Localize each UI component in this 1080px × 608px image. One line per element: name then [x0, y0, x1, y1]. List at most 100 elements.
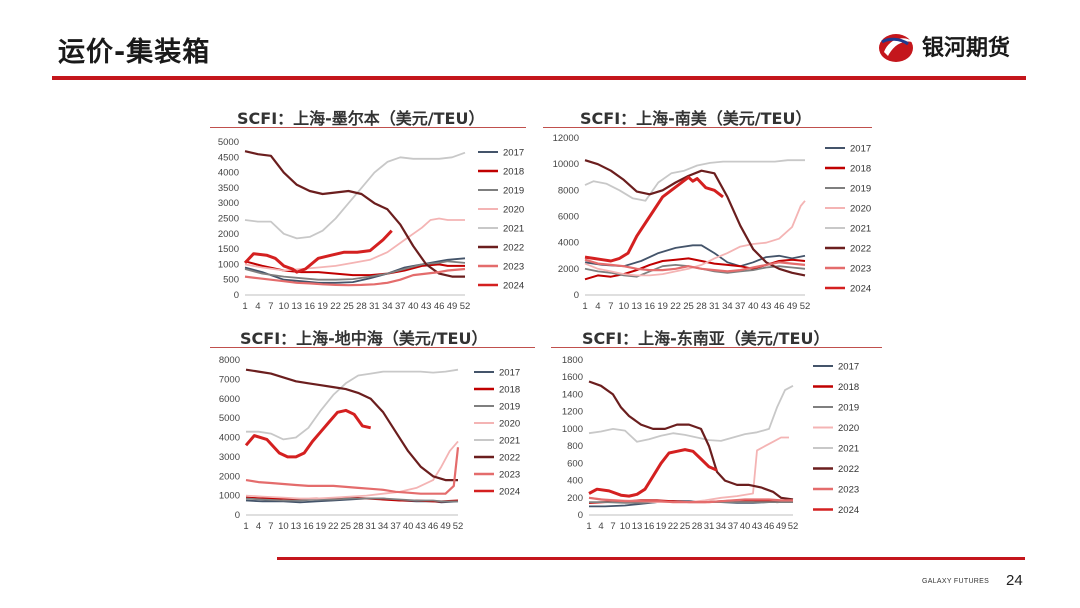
x-tick-label: 16	[644, 301, 655, 312]
line-chart-melbourne: 0 500 1000 1500 2000 2500 3000 3500 4000 4500 5000…	[218, 137, 524, 312]
x-tick-label: 10	[278, 521, 289, 532]
legend-label-2023: 2023	[499, 470, 520, 481]
y-tick-label: 800	[567, 441, 583, 452]
footer-brand: GALAXY FUTURES	[922, 578, 990, 585]
y-tick-label: 1600	[562, 372, 583, 383]
x-tick-label: 16	[644, 521, 655, 532]
x-tick-label: 49	[787, 301, 798, 312]
x-tick-label: 34	[382, 301, 393, 312]
chart-title-underline	[551, 347, 882, 348]
y-tick-label: 1200	[562, 407, 583, 418]
x-tick-label: 43	[421, 301, 432, 312]
x-tick-label: 28	[696, 301, 707, 312]
legend-label-2023: 2023	[850, 264, 871, 275]
series-line-2023	[245, 447, 460, 495]
y-tick-label: 3000	[219, 452, 240, 463]
y-tick-label: 2000	[558, 264, 579, 275]
x-tick-label: 34	[722, 301, 733, 312]
legend-label-2019: 2019	[850, 184, 871, 195]
x-tick-label: 28	[353, 521, 364, 532]
page-number: 24	[1006, 572, 1023, 589]
x-tick-label: 4	[255, 301, 260, 312]
x-tick-label: 52	[460, 301, 471, 312]
y-tick-label: 10000	[553, 159, 579, 170]
x-tick-label: 49	[447, 301, 458, 312]
legend-label-2017: 2017	[838, 362, 859, 373]
x-tick-label: 1	[243, 521, 248, 532]
legend-label-2021: 2021	[503, 224, 524, 235]
footer-divider	[277, 557, 1025, 560]
series-line-2022	[245, 368, 458, 482]
x-tick-label: 19	[317, 301, 328, 312]
y-tick-label: 200	[567, 493, 583, 504]
y-tick-label: 4000	[218, 168, 239, 179]
brand-name: 银河期货	[922, 36, 1011, 61]
x-tick-label: 7	[608, 301, 613, 312]
y-tick-label: 4000	[219, 433, 240, 444]
x-tick-label: 25	[683, 301, 694, 312]
x-tick-label: 31	[369, 301, 380, 312]
x-tick-label: 22	[330, 301, 341, 312]
y-tick-label: 7000	[219, 374, 240, 385]
x-tick-label: 13	[291, 301, 302, 312]
x-tick-label: 52	[453, 521, 464, 532]
x-tick-label: 1	[582, 301, 587, 312]
legend-label-2021: 2021	[838, 444, 859, 455]
x-tick-label: 31	[365, 521, 376, 532]
legend-label-2019: 2019	[499, 402, 520, 413]
x-tick-label: 1	[586, 521, 591, 532]
legend-label-2018: 2018	[499, 385, 520, 396]
x-tick-label: 16	[304, 301, 315, 312]
x-tick-label: 7	[268, 521, 273, 532]
series-line-2023	[244, 267, 466, 287]
legend-label-2023: 2023	[838, 485, 859, 496]
x-tick-label: 7	[610, 521, 615, 532]
y-tick-label: 2000	[218, 229, 239, 240]
x-tick-label: 34	[378, 521, 389, 532]
legend-label-2017: 2017	[499, 368, 520, 379]
x-tick-label: 31	[704, 521, 715, 532]
x-tick-label: 43	[761, 301, 772, 312]
header-divider	[52, 76, 1026, 80]
x-tick-label: 13	[631, 301, 642, 312]
x-tick-label: 40	[740, 521, 751, 532]
y-tick-label: 8000	[219, 355, 240, 366]
y-tick-label: 0	[574, 290, 579, 301]
y-tick-label: 8000	[558, 185, 579, 196]
x-tick-label: 19	[657, 301, 668, 312]
line-chart-southeast-asia: 0 200 400 600 800 1000 1200 1400 1600 1800 1 4 7 10 13…	[562, 355, 859, 532]
line-chart-south-america: 0 2000 4000 6000 8000 10000 12000 1 4 7 10 13 16 19 22…	[553, 133, 872, 312]
x-tick-label: 43	[752, 521, 763, 532]
x-tick-label: 22	[670, 301, 681, 312]
x-tick-label: 16	[303, 521, 314, 532]
series-line-2024	[244, 408, 372, 459]
x-tick-label: 7	[268, 301, 273, 312]
y-tick-label: 600	[567, 458, 583, 469]
y-tick-label: 1000	[219, 491, 240, 502]
legend-label-2023: 2023	[503, 262, 524, 273]
legend-label-2024: 2024	[838, 505, 859, 516]
series-line-2017	[584, 244, 806, 268]
legend-label-2024: 2024	[503, 281, 524, 292]
legend-label-2017: 2017	[503, 148, 524, 159]
series-line-2021	[244, 151, 466, 240]
y-tick-label: 0	[234, 290, 239, 301]
y-tick-label: 3000	[218, 198, 239, 209]
x-tick-label: 10	[620, 521, 631, 532]
x-tick-label: 43	[415, 521, 426, 532]
y-tick-label: 2500	[218, 214, 239, 225]
y-tick-label: 6000	[558, 212, 579, 223]
x-tick-label: 37	[390, 521, 401, 532]
series-line-2019	[244, 260, 466, 281]
x-tick-label: 19	[316, 521, 327, 532]
legend-label-2021: 2021	[850, 224, 871, 235]
y-tick-label: 4500	[218, 152, 239, 163]
x-tick-label: 46	[428, 521, 439, 532]
y-tick-label: 5000	[219, 413, 240, 424]
series-line-2019	[245, 497, 458, 503]
y-tick-label: 1000	[562, 424, 583, 435]
legend-label-2024: 2024	[499, 487, 520, 498]
x-tick-label: 10	[279, 301, 290, 312]
x-tick-label: 40	[403, 521, 414, 532]
y-tick-label: 3500	[218, 183, 239, 194]
